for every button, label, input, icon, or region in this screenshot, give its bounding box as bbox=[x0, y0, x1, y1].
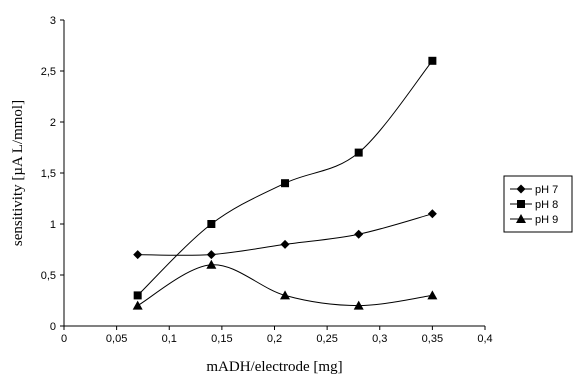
data-point-square bbox=[207, 220, 216, 228]
series-triangle bbox=[132, 259, 438, 310]
x-tick-label: 0,4 bbox=[477, 333, 492, 345]
legend-label: pH 9 bbox=[535, 214, 558, 226]
x-tick-label: 0,1 bbox=[162, 333, 177, 345]
x-tick-label: 0 bbox=[61, 333, 67, 345]
legend-marker-triangle bbox=[516, 214, 526, 223]
series-line bbox=[137, 213, 433, 256]
data-point-square bbox=[354, 148, 363, 157]
data-point-square bbox=[428, 56, 437, 65]
legend-marker-diamond bbox=[516, 184, 526, 194]
legend-label: pH 7 bbox=[535, 184, 558, 196]
data-point-diamond bbox=[427, 209, 437, 219]
x-tick-label: 0,35 bbox=[422, 333, 443, 345]
legend: pH 7 pH 8 pH 9 bbox=[503, 175, 573, 233]
series-layer bbox=[132, 56, 438, 310]
data-point-diamond bbox=[133, 250, 143, 260]
x-tick-label: 0,3 bbox=[372, 333, 387, 345]
data-point-triangle bbox=[427, 290, 438, 300]
axes: 0 0,05 0,1 0,15 0,2 0,25 0,3 0,35 0,4 0 0,5 1 1,5 2 2,… bbox=[41, 15, 493, 345]
series-line bbox=[137, 60, 433, 296]
data-point-diamond bbox=[206, 250, 216, 260]
legend-marker-square bbox=[517, 200, 525, 208]
series-line bbox=[137, 264, 433, 307]
data-point-diamond bbox=[280, 239, 290, 249]
x-tick-label: 0,15 bbox=[211, 333, 232, 345]
x-tick-label: 0,05 bbox=[106, 333, 127, 345]
y-tick-label: 2,5 bbox=[41, 66, 56, 78]
x-axis-title: mADH/electrode [mg] bbox=[206, 359, 342, 375]
x-tick-label: 0,2 bbox=[267, 333, 282, 345]
y-tick-label: 3 bbox=[50, 15, 56, 27]
y-tick-label: 0 bbox=[50, 321, 56, 333]
data-point-square bbox=[281, 179, 290, 188]
data-point-triangle bbox=[280, 290, 291, 300]
data-point-diamond bbox=[354, 229, 364, 239]
y-tick-label: 2 bbox=[50, 117, 56, 129]
y-tick-label: 1 bbox=[50, 219, 56, 231]
legend-label: pH 8 bbox=[535, 199, 558, 211]
data-point-square bbox=[133, 291, 142, 300]
y-tick-label: 0,5 bbox=[41, 270, 56, 282]
data-point-triangle bbox=[132, 300, 143, 310]
data-point-triangle bbox=[206, 259, 217, 269]
series-square bbox=[133, 56, 437, 300]
x-tick-label: 0,25 bbox=[316, 333, 337, 345]
data-point-triangle bbox=[353, 300, 364, 310]
y-tick-label: 1,5 bbox=[41, 168, 56, 180]
series-diamond bbox=[133, 209, 437, 260]
y-axis-title: sensitivity [µA L/mmol] bbox=[10, 100, 26, 246]
